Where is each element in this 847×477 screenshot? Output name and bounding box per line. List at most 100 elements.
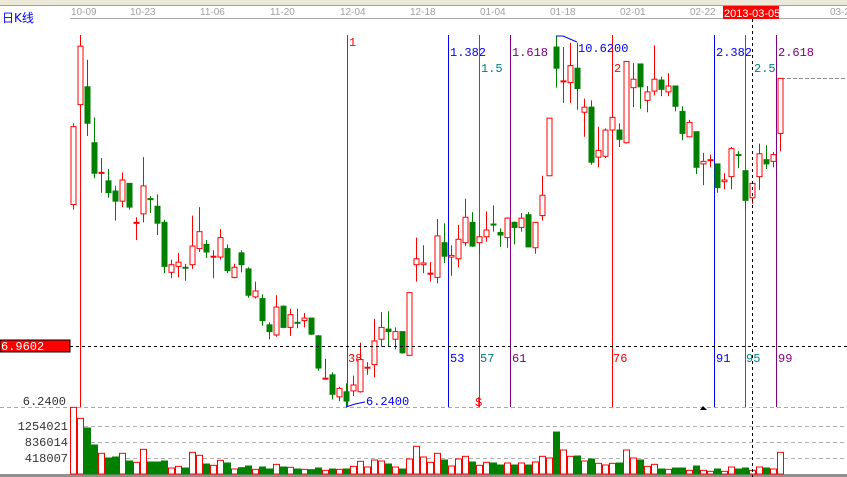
candle-body	[147, 198, 154, 201]
candle-body	[224, 248, 231, 272]
candle	[455, 224, 462, 268]
candle	[497, 228, 504, 247]
volume-bar	[448, 465, 455, 475]
candle-body	[343, 391, 350, 402]
volume-bar	[238, 467, 245, 475]
candle	[105, 168, 112, 198]
candle	[336, 386, 343, 402]
volume-bar	[777, 451, 784, 475]
candle	[371, 318, 378, 378]
candle-body	[252, 290, 259, 298]
candle-body	[308, 317, 315, 335]
candle	[476, 232, 483, 254]
date-axis: 10-09 10-23 11-06 11-20 12-04 12-18 01-0…	[71, 7, 847, 18]
volume-axis-tick: 836014	[25, 436, 68, 450]
volume-bar	[511, 464, 518, 475]
fib-ratio-label: 2.618	[778, 46, 814, 60]
candle-body	[273, 306, 280, 336]
volume-bar	[581, 460, 588, 475]
volume-bar	[77, 417, 84, 475]
candle-body	[742, 170, 749, 201]
fib-ratio-label: 1.618	[512, 46, 548, 60]
candle-body	[189, 245, 196, 266]
volume-bar	[455, 458, 462, 475]
cursor-date-label: 2013-03-05	[724, 8, 780, 20]
volume-bar	[532, 461, 539, 475]
candle	[560, 47, 567, 103]
candle	[315, 335, 322, 371]
volume-bar	[441, 459, 448, 475]
volume-bar	[168, 467, 175, 475]
candle-body	[637, 63, 644, 88]
volume-bar	[476, 464, 483, 475]
candle	[266, 322, 273, 340]
candle-body	[616, 129, 623, 140]
date-tick: 10-09	[71, 7, 97, 18]
volume-bar	[196, 454, 203, 475]
candle	[294, 308, 301, 329]
toolbar-strip	[0, 0, 847, 5]
candle	[203, 240, 210, 258]
volume-bar	[147, 461, 154, 475]
candle-body	[371, 340, 378, 366]
chart-mode-label[interactable]: 日K线	[2, 11, 34, 25]
volume-bar	[574, 455, 581, 475]
date-tick: 11-06	[200, 7, 225, 18]
candle	[147, 196, 154, 214]
candle	[133, 217, 140, 241]
candle	[322, 358, 329, 380]
volume-bar	[595, 462, 602, 475]
candle	[546, 117, 553, 177]
candle	[651, 45, 658, 96]
candle	[273, 295, 280, 337]
candle	[574, 42, 581, 110]
candle-body	[217, 237, 224, 258]
candle-body	[623, 60, 630, 144]
candle	[637, 63, 644, 109]
candle	[707, 154, 714, 168]
candle-body	[259, 298, 266, 322]
candle	[756, 143, 763, 191]
volume-bar	[133, 461, 140, 475]
fib-ratio-label: 1.5	[481, 62, 503, 76]
candle	[427, 262, 434, 282]
candle	[350, 375, 357, 396]
volume-bar	[700, 469, 707, 475]
candle-body	[378, 326, 385, 340]
volume-bar	[371, 459, 378, 475]
volume-bar	[343, 468, 350, 475]
volume-bar	[70, 406, 77, 475]
candle	[441, 223, 448, 264]
volume-bar	[483, 461, 490, 475]
volume-bar	[350, 465, 357, 475]
candle	[567, 42, 574, 103]
candle-body	[301, 317, 308, 322]
candle-body	[196, 231, 203, 250]
fib-line: 1.382 53	[448, 35, 486, 407]
candle-body	[469, 221, 476, 247]
candle	[518, 213, 525, 232]
candle-body	[357, 359, 364, 393]
candle	[231, 263, 238, 279]
candle-body	[420, 262, 427, 266]
date-tick: 11-20	[270, 7, 295, 18]
candle	[168, 259, 175, 279]
candle-body	[518, 217, 525, 228]
candle-body	[672, 85, 679, 107]
volume-bar	[434, 452, 441, 475]
volume-bar	[567, 455, 574, 475]
volume-bar	[742, 467, 749, 475]
candle	[735, 151, 742, 169]
candle-body	[119, 179, 126, 202]
candle	[301, 312, 308, 328]
candle	[616, 123, 623, 147]
candle-body	[70, 126, 77, 206]
volume-bar	[273, 463, 280, 475]
candle	[91, 117, 98, 179]
volume-bar	[231, 468, 238, 475]
candle-body	[497, 232, 504, 236]
candle	[623, 60, 630, 144]
candle	[287, 308, 294, 336]
